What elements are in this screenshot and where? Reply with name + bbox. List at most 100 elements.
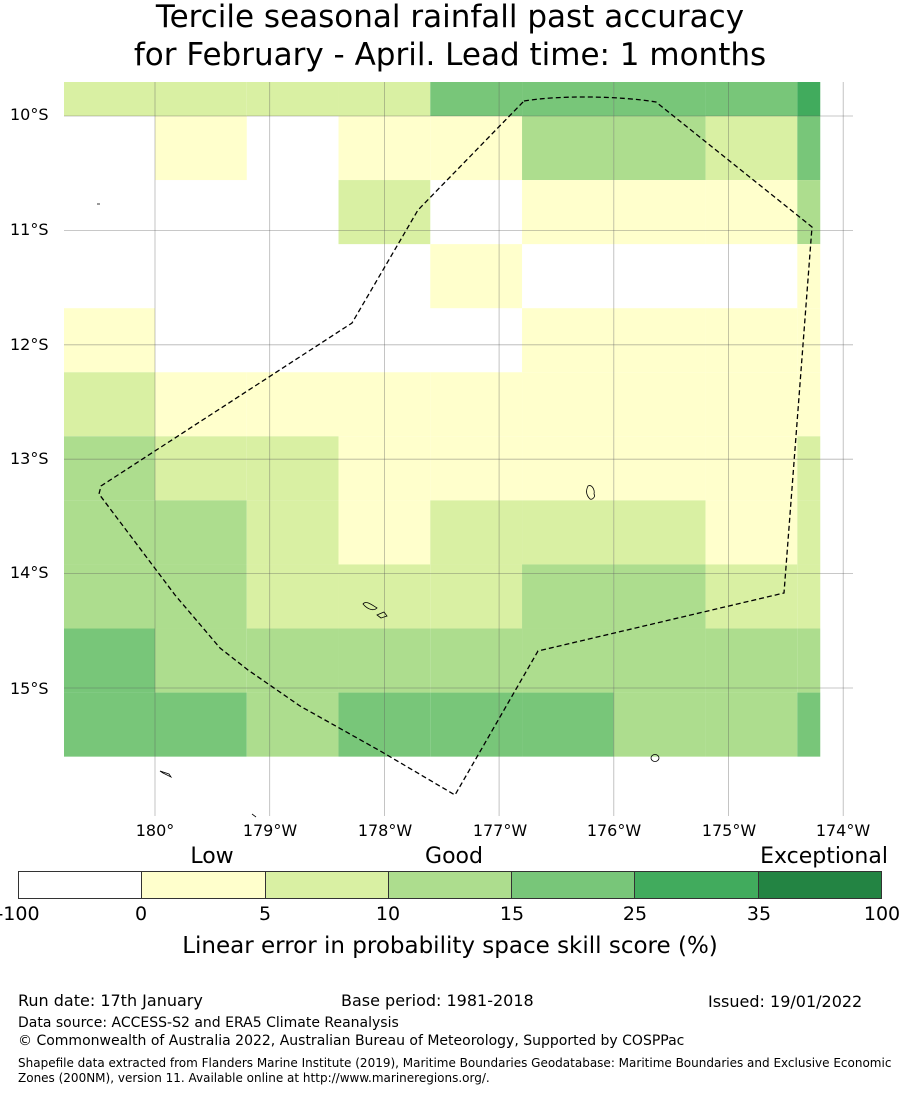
skill-cell	[430, 116, 523, 181]
skill-cell	[797, 628, 821, 693]
skill-cell	[522, 436, 614, 501]
island-outline	[586, 485, 595, 500]
skill-cell	[613, 500, 706, 565]
lat-label: 14°S	[10, 563, 49, 582]
copyright: © Commonwealth of Australia 2022, Austra…	[18, 1033, 685, 1049]
colorbar-segment	[265, 872, 389, 898]
skill-cell	[522, 180, 614, 245]
skill-cell	[797, 500, 821, 565]
skill-cell	[705, 692, 798, 757]
lat-label: 12°S	[10, 335, 49, 354]
skill-cell	[338, 500, 431, 565]
colorbar-tick: 35	[746, 903, 772, 925]
skill-cell	[613, 436, 706, 501]
island-outline	[362, 602, 378, 611]
colorbar-segment	[388, 872, 513, 898]
skill-cell	[338, 82, 431, 116]
shapefile-credit: Shapefile data extracted from Flanders M…	[18, 1056, 892, 1085]
skill-cell	[522, 116, 614, 181]
skill-cell	[797, 372, 821, 437]
skill-cell	[797, 308, 821, 373]
skill-cell	[705, 308, 798, 373]
skill-cell	[64, 372, 155, 437]
skill-cell	[338, 116, 431, 181]
colorbar-segment	[512, 872, 636, 898]
skill-cell	[522, 500, 614, 565]
run-date: Run date: 17th January	[18, 991, 203, 1010]
lon-label: 174°W	[815, 821, 871, 840]
skill-cell	[797, 180, 821, 245]
skill-cell	[430, 500, 523, 565]
skill-cell	[613, 116, 706, 181]
skill-cell	[797, 692, 821, 757]
colorbar-segment	[635, 872, 759, 898]
skill-cell	[338, 180, 431, 245]
skill-cell	[797, 116, 821, 181]
skill-cell	[797, 244, 821, 309]
lon-label: 177°W	[472, 821, 528, 840]
issued-date: Issued: 19/01/2022	[708, 992, 863, 1011]
island-outline	[159, 770, 173, 779]
skill-cell	[246, 564, 339, 629]
colorbar-tick: 10	[375, 903, 401, 925]
lat-label: 10°S	[10, 105, 49, 124]
lat-label: 13°S	[10, 449, 49, 468]
skill-cell	[797, 436, 821, 501]
skill-cell	[246, 82, 339, 116]
colorbar-title: Linear error in probability space skill …	[182, 933, 718, 959]
skill-cell	[430, 692, 523, 757]
skill-cell	[155, 500, 247, 565]
skill-cell	[155, 692, 247, 757]
skill-cell	[705, 116, 798, 181]
map-panel	[64, 82, 853, 818]
skill-cell	[246, 628, 339, 693]
skill-cell	[522, 308, 614, 373]
skill-cell	[430, 628, 523, 693]
skill-cell	[246, 500, 339, 565]
colorbar	[18, 871, 882, 899]
skill-cell	[613, 692, 706, 757]
island-outline	[650, 754, 660, 762]
skill-cell	[155, 628, 247, 693]
skill-cell	[613, 82, 706, 116]
map-title-line-1: Tercile seasonal rainfall past accuracy	[155, 0, 745, 35]
colorbar-tick: 5	[258, 903, 272, 925]
skill-cell	[522, 564, 614, 629]
skill-cell	[705, 628, 798, 693]
skill-cell	[705, 180, 798, 245]
skill-cell	[64, 692, 155, 757]
colorbar-segment	[758, 872, 881, 898]
skill-cell	[430, 244, 523, 309]
colorbar-tick: 25	[622, 903, 648, 925]
skill-cell	[522, 692, 614, 757]
graticule	[64, 82, 853, 816]
skill-cell	[155, 436, 247, 501]
skill-cell	[430, 436, 523, 501]
colorbar-segment	[19, 872, 143, 898]
skill-cell	[246, 436, 339, 501]
lat-label: 15°S	[10, 679, 49, 698]
skill-cell	[64, 628, 155, 693]
skill-cell	[430, 372, 523, 437]
lon-label: 176°W	[586, 821, 642, 840]
skill-cell	[613, 628, 706, 693]
lon-label: 175°W	[701, 821, 757, 840]
data-source: Data source: ACCESS-S2 and ERA5 Climate …	[18, 1015, 399, 1031]
lon-label: 178°W	[357, 821, 413, 840]
lon-label: 179°W	[242, 821, 298, 840]
skill-cell	[522, 82, 614, 116]
skill-cell	[155, 372, 247, 437]
colorbar-level-exceptional: Exceptional	[760, 844, 888, 869]
eez-boundary	[98, 96, 813, 796]
skill-cell	[430, 564, 523, 629]
skill-cell	[64, 82, 155, 116]
skill-cell	[705, 564, 798, 629]
skill-cell	[797, 82, 821, 116]
skill-cell	[155, 82, 247, 116]
lat-label: 11°S	[10, 220, 49, 239]
colorbar-tick: 100	[863, 903, 900, 925]
skill-cell	[64, 436, 155, 501]
skill-cell	[64, 500, 155, 565]
skill-cell	[705, 500, 798, 565]
skill-cell	[797, 564, 821, 629]
